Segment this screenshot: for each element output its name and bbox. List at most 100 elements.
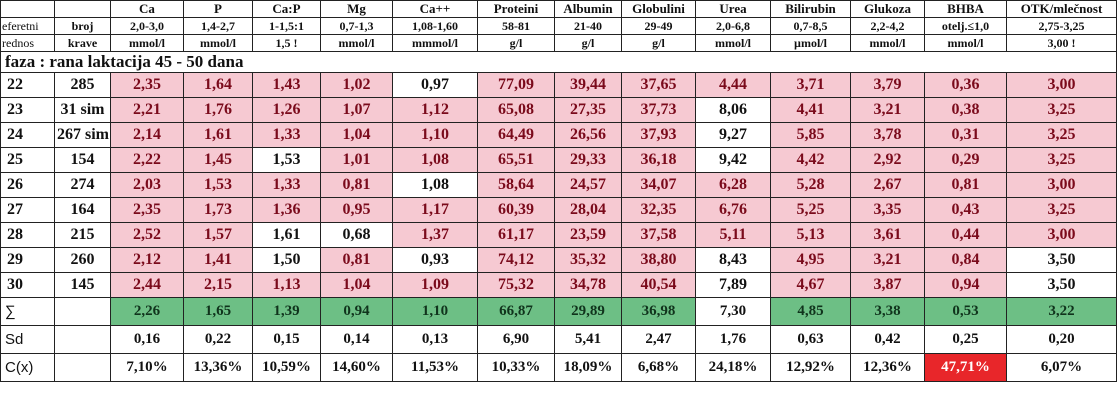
cow-number: 274 [54,172,111,198]
header-cell: 2,0-6,8 [695,17,771,35]
value-cell: 7,89 [695,272,771,298]
value-cell: 1,02 [320,72,393,98]
sd-value: 2,47 [621,325,696,354]
header-cell: 21-40 [554,17,622,35]
header-cell: Ca [110,0,184,18]
lab-results-table: Ca P Ca:P Mg Ca++ Proteini Albumin Globulini Ure… [0,0,1117,382]
mean-value: 3,38 [850,297,925,326]
value-cell: 28,04 [554,197,622,223]
cv-label: C(x) [0,353,55,382]
value-cell: 3,35 [850,197,925,223]
cow-number: 154 [54,147,111,173]
value-cell: 2,35 [110,197,184,223]
value-cell: 35,32 [554,247,622,273]
value-cell: 74,12 [477,247,555,273]
value-cell: 0,81 [924,172,1007,198]
header-row1: Ca P Ca:P Mg Ca++ Proteini Albumin Globulini Ure… [0,0,1117,18]
value-cell: 1,10 [392,122,478,148]
value-cell: 5,11 [695,222,771,248]
cv-value: 10,59% [252,353,321,382]
value-cell: 0,68 [320,222,393,248]
value-cell: 23,59 [554,222,622,248]
header-cell: OTK/mlečnost [1006,0,1117,18]
value-cell: 0,93 [392,247,478,273]
value-cell: 65,51 [477,147,555,173]
empty-cell [54,353,111,382]
header-cell: mmol/l [850,34,925,52]
value-cell: 0,31 [924,122,1007,148]
value-cell: 2,52 [110,222,184,248]
value-cell: 5,28 [770,172,851,198]
value-cell: 40,54 [621,272,696,298]
value-cell: 3,71 [770,72,851,98]
cv-value: 14,60% [320,353,393,382]
value-cell: 2,44 [110,272,184,298]
value-cell: 37,65 [621,72,696,98]
value-cell: 29,33 [554,147,622,173]
value-cell: 77,09 [477,72,555,98]
header-cell: 2,2-4,2 [850,17,925,35]
sd-label: Sd [0,325,55,354]
value-cell: 0,44 [924,222,1007,248]
value-cell: 26,56 [554,122,622,148]
header-cell: broj [54,17,111,35]
sum-label: ∑ [0,297,55,326]
value-cell: 1,73 [183,197,253,223]
value-cell: 2,14 [110,122,184,148]
header-cell: mmmol/l [392,34,478,52]
header-cell: g/l [477,34,555,52]
value-cell: 2,15 [183,272,253,298]
header-cell: 1-1,5:1 [252,17,321,35]
mean-value: 66,87 [477,297,555,326]
sd-value: 5,41 [554,325,622,354]
value-cell: 1,41 [183,247,253,273]
header-cell: BHBA [924,0,1007,18]
sd-value: 0,16 [110,325,184,354]
header-cell: Bilirubin [770,0,851,18]
sd-value: 0,14 [320,325,393,354]
header-cell: µmol/l [770,34,851,52]
row-number: 26 [0,172,55,198]
value-cell: 8,06 [695,97,771,123]
header-cell: Globulini [621,0,696,18]
value-cell: 4,42 [770,147,851,173]
value-cell: 1,09 [392,272,478,298]
value-cell: 2,03 [110,172,184,198]
value-cell: 37,73 [621,97,696,123]
table-body: Ca P Ca:P Mg Ca++ Proteini Albumin Globulini Ure… [0,0,1117,382]
row-number: 29 [0,247,55,273]
value-cell: 2,67 [850,172,925,198]
row-number: 28 [0,222,55,248]
header-cell: otelj.≤1,0 [924,17,1007,35]
cv-value: 6,07% [1006,353,1117,382]
value-cell: 1,76 [183,97,253,123]
value-cell: 4,67 [770,272,851,298]
header-cell: 1,4-2,7 [183,17,253,35]
value-cell: 1,04 [320,122,393,148]
cow-number: 267 sim [54,122,111,148]
value-cell: 0,84 [924,247,1007,273]
header-cell: 0,7-1,3 [320,17,393,35]
value-cell: 3,00 [1006,222,1117,248]
value-cell: 75,32 [477,272,555,298]
mean-value: 1,39 [252,297,321,326]
header-cell: 1,08-1,60 [392,17,478,35]
cv-value: 18,09% [554,353,622,382]
table-row: 26 274 2,03 1,53 1,33 0,81 1,08 58,64 24,57 34,07… [0,172,1117,198]
header-cell [54,0,111,18]
value-cell: 1,17 [392,197,478,223]
value-cell: 8,43 [695,247,771,273]
value-cell: 34,07 [621,172,696,198]
value-cell: 0,43 [924,197,1007,223]
value-cell: 9,42 [695,147,771,173]
value-cell: 1,37 [392,222,478,248]
value-cell: 60,39 [477,197,555,223]
value-cell: 1,13 [252,272,321,298]
header-row3: rednos krave mmol/l mmol/l 1,5 ! mmol/l mmmol/… [0,34,1117,52]
value-cell: 3,50 [1006,272,1117,298]
value-cell: 24,57 [554,172,622,198]
value-cell: 0,38 [924,97,1007,123]
value-cell: 36,18 [621,147,696,173]
header-cell: 0,7-8,5 [770,17,851,35]
value-cell: 1,01 [320,147,393,173]
